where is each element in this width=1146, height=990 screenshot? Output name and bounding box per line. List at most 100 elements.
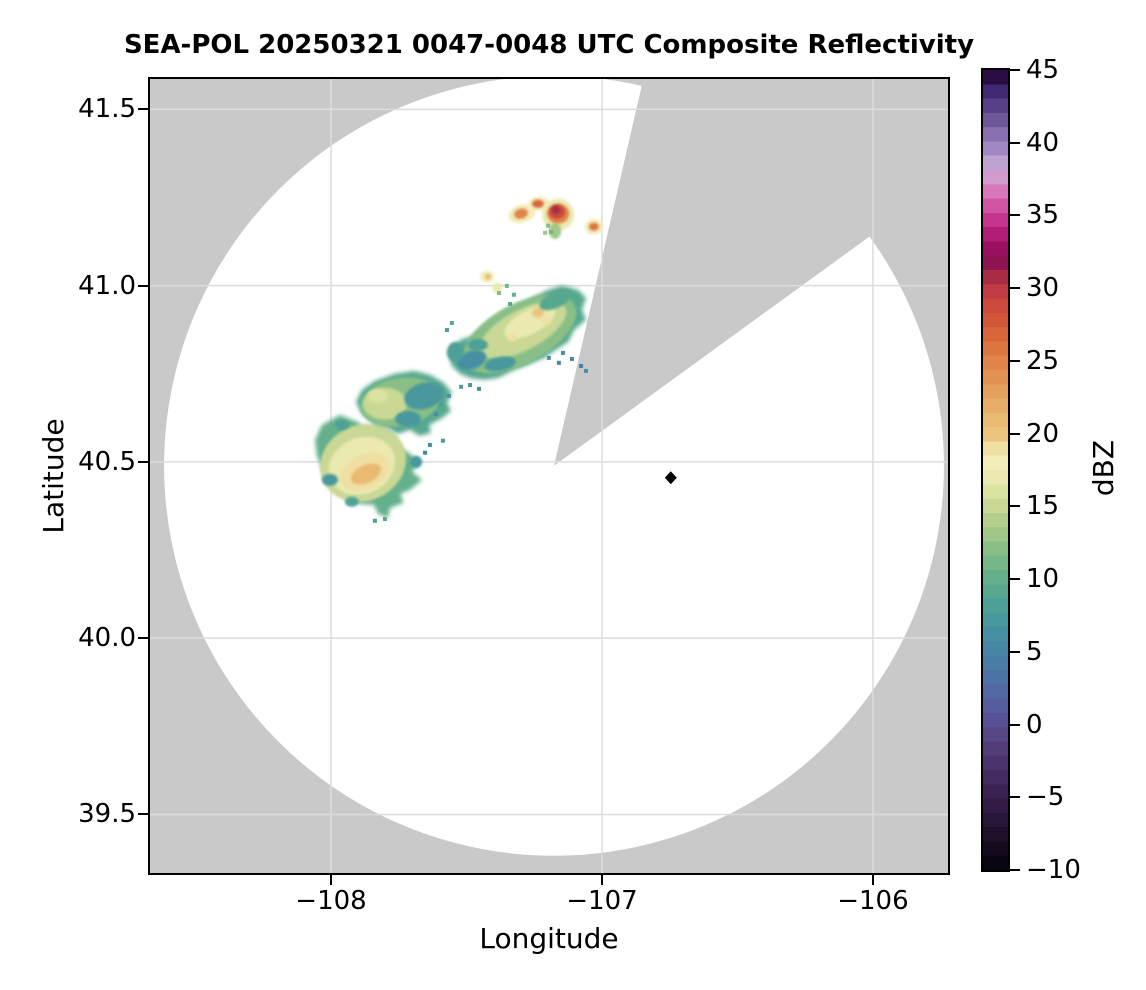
echo-layer bbox=[335, 419, 350, 430]
y-axis-tick bbox=[138, 813, 150, 816]
echo-speckle bbox=[433, 411, 438, 416]
echo-layer bbox=[484, 356, 516, 372]
colorbar-tick bbox=[1010, 432, 1020, 435]
echo-layer bbox=[532, 199, 545, 208]
x-axis-tick bbox=[871, 873, 874, 885]
echo-speckle bbox=[497, 291, 502, 296]
echo-layer bbox=[549, 222, 562, 239]
y-tick-label: 39.5 bbox=[78, 799, 136, 830]
colorbar-tick-label: 15 bbox=[1026, 491, 1060, 522]
colorbar-tick bbox=[1010, 796, 1020, 799]
echo-layer bbox=[394, 410, 421, 427]
missing-sector-wedge bbox=[554, 79, 948, 466]
colorbar-tick-label: 45 bbox=[1026, 55, 1060, 85]
echo-layer bbox=[350, 463, 381, 485]
echo-speckle bbox=[444, 328, 449, 333]
echo-speckle bbox=[543, 230, 548, 235]
echo-speckle bbox=[546, 355, 551, 360]
radar-plot-canvas bbox=[150, 79, 948, 873]
echo-layer bbox=[539, 289, 573, 311]
echo-speckle bbox=[427, 442, 432, 447]
x-tick-label: −107 bbox=[566, 886, 638, 916]
echo-speckle bbox=[382, 517, 387, 522]
y-tick-label: 41.0 bbox=[78, 270, 136, 301]
x-axis-label: Longitude bbox=[479, 922, 619, 955]
colorbar-tick-label: 30 bbox=[1026, 273, 1060, 304]
echo-layer bbox=[484, 273, 491, 280]
colorbar-tick-label: −5 bbox=[1026, 782, 1065, 813]
echo-layer bbox=[457, 350, 487, 370]
y-tick-label: 40.0 bbox=[78, 623, 136, 654]
echo-layer bbox=[344, 496, 359, 507]
colorbar-tick-label: 35 bbox=[1026, 200, 1060, 231]
echo-speckle bbox=[440, 438, 445, 443]
colorbar-tick-label: 40 bbox=[1026, 127, 1060, 158]
colorbar-tick bbox=[1010, 359, 1020, 362]
colorbar-tick bbox=[1010, 69, 1020, 71]
echo-layer bbox=[540, 316, 551, 325]
echo-speckle bbox=[560, 350, 565, 355]
echo-layer bbox=[410, 455, 423, 468]
y-tick-label: 41.5 bbox=[78, 94, 136, 125]
x-tick-label: −108 bbox=[295, 886, 367, 916]
x-axis-tick bbox=[600, 873, 603, 885]
echo-region-southwest-cell bbox=[315, 415, 423, 518]
echo-speckle bbox=[372, 518, 377, 523]
colorbar bbox=[981, 68, 1010, 872]
colorbar-tick-label: 5 bbox=[1026, 636, 1043, 667]
echo-layer bbox=[514, 208, 528, 219]
y-axis-tick bbox=[138, 284, 150, 287]
colorbar-tick bbox=[1010, 650, 1020, 653]
echo-speckle bbox=[468, 383, 473, 388]
echo-layer bbox=[404, 382, 444, 410]
echo-layer bbox=[367, 388, 388, 403]
x-axis-tick bbox=[330, 873, 332, 885]
colorbar-tick bbox=[1010, 723, 1020, 726]
echo-speckle bbox=[556, 360, 561, 365]
x-tick-label: −106 bbox=[837, 886, 909, 916]
colorbar-label: dBZ bbox=[1087, 439, 1120, 497]
echo-speckle bbox=[476, 386, 481, 391]
echo-region-northeast-band bbox=[447, 285, 586, 380]
echo-layer bbox=[551, 205, 560, 214]
colorbar-tick bbox=[1010, 578, 1020, 581]
colorbar-tick bbox=[1010, 214, 1020, 217]
echo-speckle bbox=[546, 223, 551, 228]
echo-speckle bbox=[439, 402, 444, 407]
echo-speckle bbox=[549, 230, 554, 235]
colorbar-tick bbox=[1010, 141, 1020, 144]
echo-region-far-north-cells bbox=[480, 196, 603, 293]
chart-title: SEA-POL 20250321 0047-0048 UTC Composite… bbox=[123, 30, 975, 60]
colorbar-tick-label: 0 bbox=[1026, 709, 1043, 740]
echo-layer bbox=[492, 282, 503, 293]
echo-speckle bbox=[579, 363, 584, 368]
colorbar-tick-label: 10 bbox=[1026, 564, 1060, 595]
colorbar-tick bbox=[1010, 869, 1020, 871]
echo-layer bbox=[507, 333, 518, 342]
colorbar-tick-label: 25 bbox=[1026, 345, 1060, 376]
echo-layer bbox=[321, 473, 338, 486]
plot-clip-group bbox=[150, 79, 948, 873]
echo-layer bbox=[532, 307, 545, 318]
echo-layer bbox=[447, 341, 464, 362]
y-axis-tick bbox=[138, 108, 150, 111]
echo-region-central-cell bbox=[355, 370, 452, 436]
y-axis-tick bbox=[138, 637, 150, 640]
plot-border bbox=[148, 77, 950, 875]
echo-speckle bbox=[569, 356, 574, 361]
colorbar-tick bbox=[1010, 505, 1020, 508]
echo-speckle bbox=[423, 450, 428, 455]
y-axis-tick bbox=[138, 460, 150, 463]
echo-speckle bbox=[459, 384, 464, 389]
colorbar-tick bbox=[1010, 287, 1020, 290]
echo-speckle bbox=[504, 283, 509, 288]
site-marker-diamond bbox=[664, 471, 677, 485]
colorbar-tick-label: 20 bbox=[1026, 418, 1060, 449]
echo-speckle bbox=[583, 368, 588, 373]
y-tick-label: 40.5 bbox=[78, 446, 136, 477]
echo-speckle bbox=[511, 292, 516, 297]
echo-layer bbox=[588, 222, 599, 231]
colorbar-tick-label: −10 bbox=[1026, 855, 1081, 885]
echo-layer bbox=[467, 338, 488, 351]
